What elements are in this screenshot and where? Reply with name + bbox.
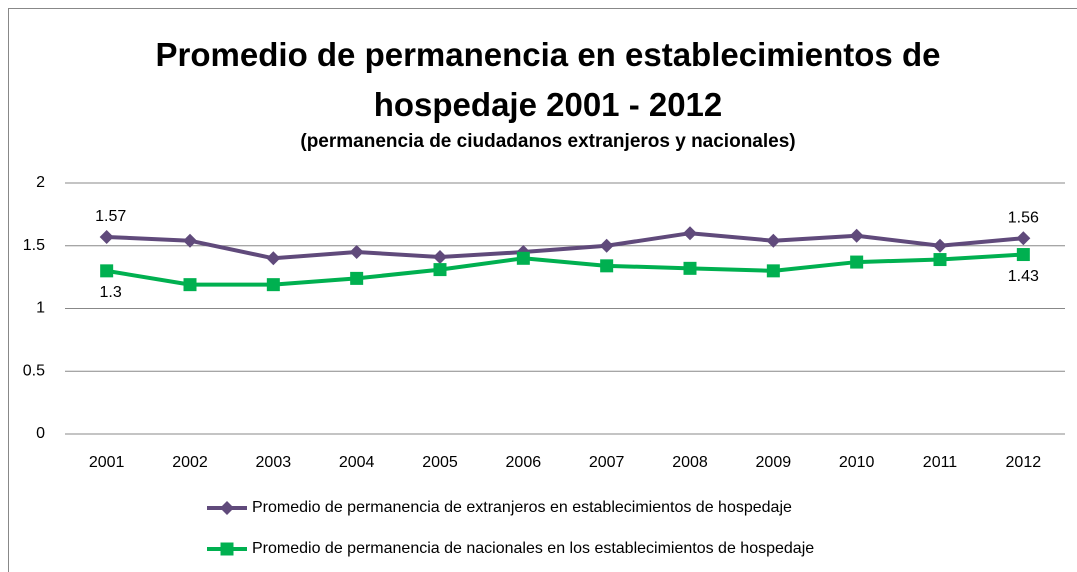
series-line xyxy=(106,231,1024,261)
x-tick-label: 2012 xyxy=(1006,454,1042,471)
data-point xyxy=(433,250,447,265)
data-point xyxy=(1016,231,1031,246)
data-point xyxy=(99,229,114,244)
data-point xyxy=(850,255,864,269)
data-point xyxy=(683,261,697,275)
data-point xyxy=(266,278,280,292)
data-point xyxy=(350,271,364,285)
y-tick-label: 2 xyxy=(36,174,45,191)
y-tick-label: 0 xyxy=(36,425,45,442)
legend-marker xyxy=(220,542,234,556)
legend-label: Promedio de permanencia de extranjeros e… xyxy=(252,499,792,516)
chart-border xyxy=(8,8,1077,572)
x-tick-label: 2009 xyxy=(756,454,792,471)
data-point xyxy=(766,233,781,248)
series-line xyxy=(106,252,1024,287)
x-tick-label: 2002 xyxy=(172,454,208,471)
x-tick-label: 2010 xyxy=(839,454,875,471)
x-tick-label: 2001 xyxy=(89,454,125,471)
data-point xyxy=(100,264,114,278)
chart-subtitle: (permanencia de ciudadanos extranjeros y… xyxy=(300,131,795,152)
x-tick-label: 2005 xyxy=(422,454,458,471)
x-tick-label: 2006 xyxy=(506,454,542,471)
legend-marker xyxy=(220,501,234,515)
y-tick-label: 0.5 xyxy=(23,362,45,379)
data-point xyxy=(1016,248,1030,262)
data-point xyxy=(933,238,947,253)
x-tick-label: 2004 xyxy=(339,454,375,471)
y-tick-label: 1.5 xyxy=(23,237,45,254)
data-point xyxy=(933,253,947,267)
legend-label: Promedio de permanencia de nacionales en… xyxy=(252,540,814,557)
data-label: 1.56 xyxy=(1008,209,1039,226)
y-tick-label: 1 xyxy=(36,300,45,317)
data-point xyxy=(516,251,530,265)
data-point xyxy=(266,251,281,266)
data-point xyxy=(599,238,614,253)
data-point xyxy=(849,228,864,243)
data-point xyxy=(766,264,780,278)
data-label: 1.43 xyxy=(1008,268,1039,285)
data-point xyxy=(349,245,364,260)
x-tick-label: 2003 xyxy=(256,454,292,471)
x-tick-label: 2011 xyxy=(923,454,958,471)
data-point xyxy=(183,233,197,248)
x-tick-label: 2007 xyxy=(589,454,625,471)
x-tick-label: 2008 xyxy=(672,454,708,471)
data-label: 1.3 xyxy=(100,284,122,301)
data-point xyxy=(183,278,197,292)
data-point xyxy=(683,226,697,241)
chart-title: Promedio de permanencia en establecimien… xyxy=(155,36,941,123)
data-label: 1.57 xyxy=(95,208,126,225)
data-point xyxy=(600,259,614,273)
data-point xyxy=(433,263,447,277)
